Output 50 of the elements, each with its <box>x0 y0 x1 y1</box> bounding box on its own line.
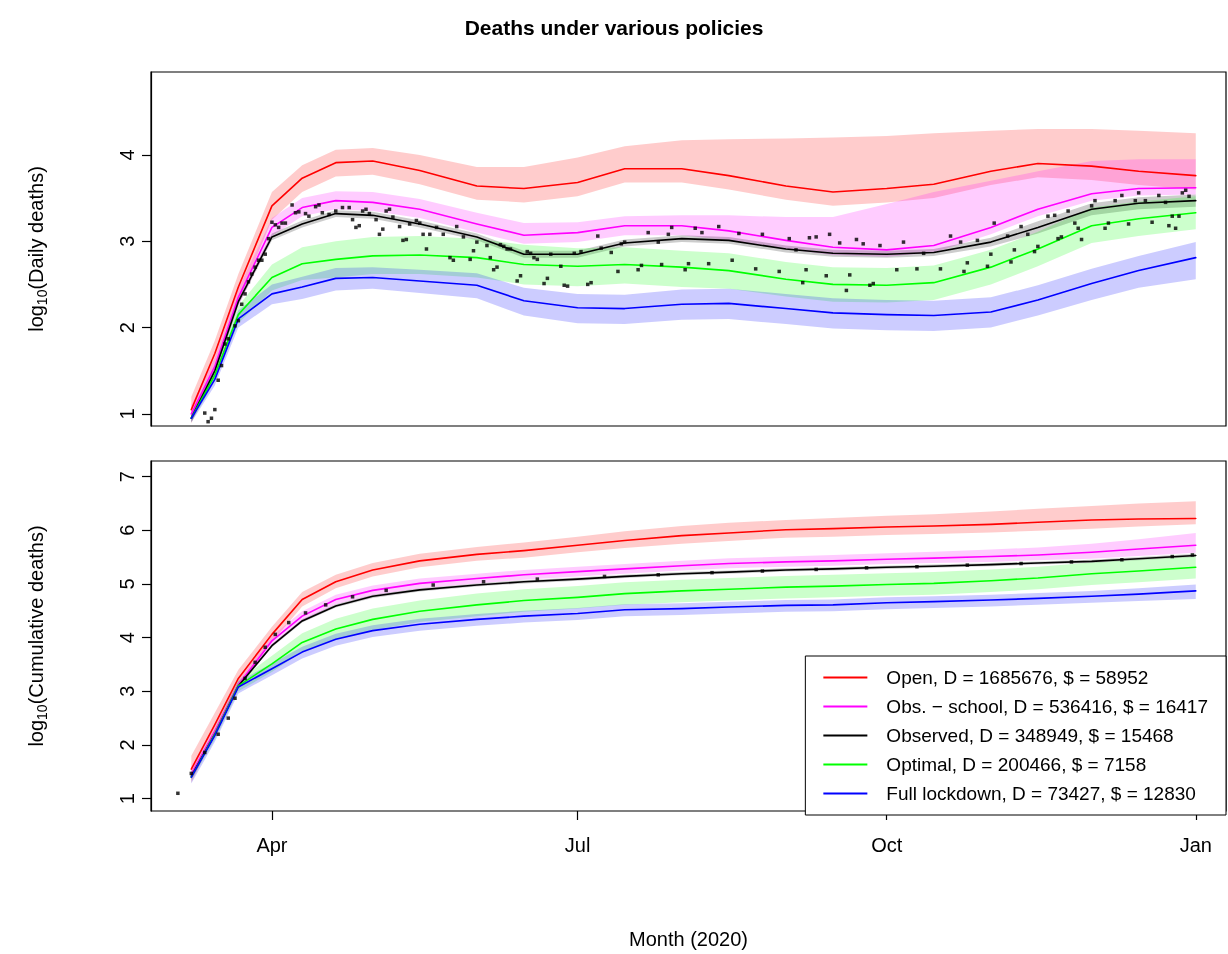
point <box>176 791 180 796</box>
point <box>203 750 207 755</box>
legend-label: Full lockdown, D = 73427, $ = 12830 <box>886 783 1196 804</box>
y-tick-label: 1 <box>116 793 138 805</box>
y-axis-title: log10(Cumulative deaths) <box>25 525 50 747</box>
y-tick-label: 3 <box>116 235 138 247</box>
point <box>263 645 267 650</box>
point <box>814 567 818 572</box>
point <box>303 611 308 615</box>
point <box>226 716 231 720</box>
point <box>323 603 328 607</box>
x-tick-label: Jan <box>1179 834 1212 856</box>
point <box>915 565 919 569</box>
y-tick-label: 3 <box>116 685 138 697</box>
point <box>760 569 765 573</box>
point <box>864 566 869 570</box>
chart-title: Deaths under various policies <box>464 16 764 39</box>
point <box>243 676 247 681</box>
y-tick-label: 2 <box>116 739 138 751</box>
x-tick-label: Jul <box>564 834 591 856</box>
point <box>965 563 970 567</box>
y-axis-title: log10(Daily deaths) <box>25 166 50 332</box>
point <box>1069 560 1074 564</box>
legend-label: Optimal, D = 200466, $ = 7158 <box>886 754 1147 775</box>
legend-label: Open, D = 1685676, $ = 58952 <box>886 667 1149 688</box>
point <box>350 595 355 599</box>
point <box>253 660 257 665</box>
point <box>216 732 220 736</box>
point <box>384 588 388 593</box>
x-tick-label: Oct <box>871 834 903 856</box>
y-tick-label: 4 <box>116 149 138 161</box>
point <box>1120 558 1124 562</box>
point <box>710 570 714 575</box>
y-tick-label: 6 <box>116 524 138 536</box>
point <box>1190 553 1195 557</box>
point <box>1019 561 1023 566</box>
y-tick-label: 5 <box>116 578 138 590</box>
point <box>535 577 540 581</box>
legend-label: Observed, D = 348949, $ = 15468 <box>886 725 1174 746</box>
y-tick-label: 2 <box>116 322 138 334</box>
point <box>656 573 661 577</box>
x-tick-label: Apr <box>256 834 288 856</box>
legend-label: Obs. − school, D = 536416, $ = 16417 <box>886 696 1209 717</box>
point <box>481 580 486 584</box>
y-tick-label: 7 <box>116 471 138 483</box>
point <box>431 583 435 587</box>
y-tick-label: 4 <box>116 632 138 644</box>
x-axis-title: Month (2020) <box>629 928 748 950</box>
y-tick-label: 1 <box>116 408 138 420</box>
point <box>233 696 237 701</box>
